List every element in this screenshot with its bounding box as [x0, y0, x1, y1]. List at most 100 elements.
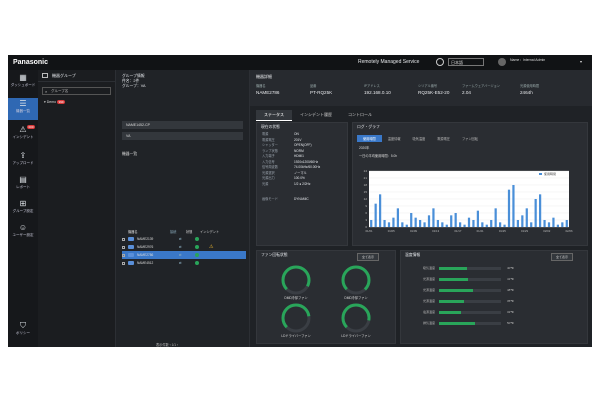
table-row[interactable]: NAME2786 ⇄ — [122, 251, 246, 259]
legend-label: 使用時間 — [544, 171, 556, 176]
status-row: 信号周波数 74.00kHz/60.00Hz — [257, 165, 347, 171]
row-checkbox[interactable] — [122, 261, 125, 265]
y-tick-label: 9 — [365, 204, 367, 208]
pager[interactable]: 表示件数 ‹ 1/1 › — [156, 343, 178, 347]
chart-bar — [556, 224, 559, 227]
y-tick-label: 24 — [364, 169, 368, 173]
device-summary: 機器詳細 機器名 NAME2786 品番 PT-RQ25K IPアドレス 192.168.… — [250, 70, 592, 106]
chart-bar — [445, 224, 448, 227]
device-field-value: NAME2786 — [256, 90, 280, 95]
chart-bar — [387, 222, 391, 227]
fan-gauge — [341, 265, 371, 295]
row-checkbox[interactable] — [122, 237, 125, 241]
group-name: グループ：VA — [122, 84, 146, 88]
chart-bar — [494, 208, 497, 227]
status-row: 光源 1/2 ● 2/2Hz — [257, 182, 347, 188]
chevron-down-icon[interactable]: ▾ — [580, 59, 583, 64]
chart-bar — [423, 222, 426, 227]
fan-gauge-label: LDドライバーファン — [341, 334, 371, 338]
rail-item-6[interactable]: ⊞ グループ設定 — [8, 198, 38, 220]
temp-value: 48℃ — [507, 288, 514, 292]
tab-status[interactable]: ステータス — [256, 110, 292, 121]
status-ok-icon — [195, 244, 199, 249]
chart-bar — [512, 185, 515, 227]
tab-control[interactable]: コントロール — [348, 112, 372, 117]
group-select-1[interactable]: NAME1452-CP — [122, 121, 243, 129]
group-panel: 機器グループ ⌕ グループ名 ▾ Demo 999 — [38, 70, 116, 347]
fan-show-all-button[interactable]: 全て表示 — [357, 253, 380, 261]
gauge-fill — [341, 303, 371, 333]
group-search-input[interactable]: ⌕ グループ名 — [42, 87, 111, 95]
status-row: ランプ状態 NORM — [257, 149, 347, 155]
temp-name: 光源温度 — [422, 277, 435, 281]
log-tab-3[interactable]: 吸気温度 — [412, 137, 426, 141]
globe-icon — [436, 58, 444, 66]
y-tick-label: 21 — [364, 176, 368, 180]
range-select[interactable]: 2020年 — [359, 146, 370, 150]
device-list-panel: グループ情報 件名：2件 グループ：VA NAME1452-CP VA 機器一覧… — [116, 70, 250, 347]
chart-bar — [370, 220, 373, 227]
user-name[interactable]: Name：Internal Admin — [510, 58, 546, 62]
temp-name: 光源温度 — [422, 299, 435, 303]
rail-item-1[interactable]: ▦ ダッシュボード — [8, 72, 38, 94]
rail-item-8[interactable]: ⛉ ポリシー — [8, 320, 38, 342]
temp-bar — [439, 288, 501, 292]
status-value: HDMI1 — [294, 154, 304, 158]
table-row[interactable]: NAME2976 ⇄ ⚠ — [122, 243, 246, 251]
temp-show-all-button[interactable]: 全て表示 — [551, 253, 574, 261]
device-field-label: ファームウェアバージョン — [462, 84, 500, 88]
device-field-value: RQ25K-E52-20 — [418, 90, 450, 95]
chart-bar — [539, 194, 542, 227]
avatar[interactable] — [498, 58, 506, 66]
chart-bar — [530, 222, 533, 227]
device-field: ファームウェアバージョン 2.04 — [462, 83, 500, 95]
projector-icon — [128, 261, 134, 265]
log-tab-4[interactable]: 電源電圧 — [437, 137, 450, 141]
temp-value: 40℃ — [507, 266, 514, 270]
tree-badge: 999 — [57, 100, 66, 104]
device-field-label: IPアドレス — [364, 84, 380, 88]
language-select[interactable]: 日本語 — [448, 58, 484, 66]
chart-bar — [543, 220, 546, 227]
rail-item-3[interactable]: ⚠ インシデント 000 — [8, 124, 38, 146]
chart-bar — [503, 224, 506, 227]
chart-bar — [490, 220, 493, 227]
y-tick-label: 3 — [365, 218, 367, 222]
search-icon: ⌕ — [45, 89, 48, 94]
row-checkbox[interactable] — [122, 245, 125, 249]
chart-bar — [383, 220, 386, 227]
rail-item-2[interactable]: ☰ 機器一覧 — [8, 98, 38, 120]
temp-row: 光源温度 35℃ — [407, 298, 523, 304]
projector-icon — [128, 245, 134, 249]
chart-bar — [516, 220, 519, 227]
row-checkbox[interactable] — [122, 253, 125, 257]
temp-bar-fill — [439, 299, 464, 303]
chart-bar — [534, 199, 537, 227]
temp-name: 光源温度 — [422, 288, 435, 292]
table-row[interactable]: NAME4512 ⇄ — [122, 259, 246, 267]
x-tick-label: 01/29 — [521, 229, 528, 233]
log-tab-1[interactable]: 使用時間 — [357, 135, 382, 142]
log-tab-5[interactable]: ファン回転 — [462, 137, 478, 141]
dashboard-icon: ▦ — [19, 73, 27, 82]
rail-item-7[interactable]: ☺ ユーザー設定 — [8, 222, 38, 244]
warning-icon: ⚠ — [209, 244, 214, 250]
rail-item-label: ポリシー — [16, 331, 30, 335]
tree-item-demo[interactable]: ▾ Demo 999 — [38, 100, 115, 104]
log-tab-2[interactable]: 温度情報 — [387, 137, 401, 141]
group-select-2[interactable]: VA — [122, 132, 243, 140]
projector-icon — [128, 237, 134, 241]
status-row: 光源選択 ノーマル — [257, 171, 347, 177]
rail-item-4[interactable]: ⇪ アップロード — [8, 150, 38, 172]
chart-title: 一日の平均使用時間：5.0h — [359, 154, 398, 158]
connection-icon: ⇄ — [179, 253, 182, 257]
table-row[interactable]: NAME2139 ⇄ — [122, 235, 246, 243]
status-row: 電源電圧 201V — [257, 138, 347, 144]
gauge-fill — [341, 265, 371, 295]
tab-incident-history[interactable]: インシデント履歴 — [300, 112, 332, 117]
chart-bar — [450, 215, 453, 227]
status-key: 信号周波数 — [262, 165, 278, 169]
rail-item-5[interactable]: ▤ レポート — [8, 174, 38, 196]
status-value: OPEN(OFF) — [294, 143, 312, 147]
device-field: シリアル番号 RQ25K-E52-20 — [418, 83, 449, 95]
